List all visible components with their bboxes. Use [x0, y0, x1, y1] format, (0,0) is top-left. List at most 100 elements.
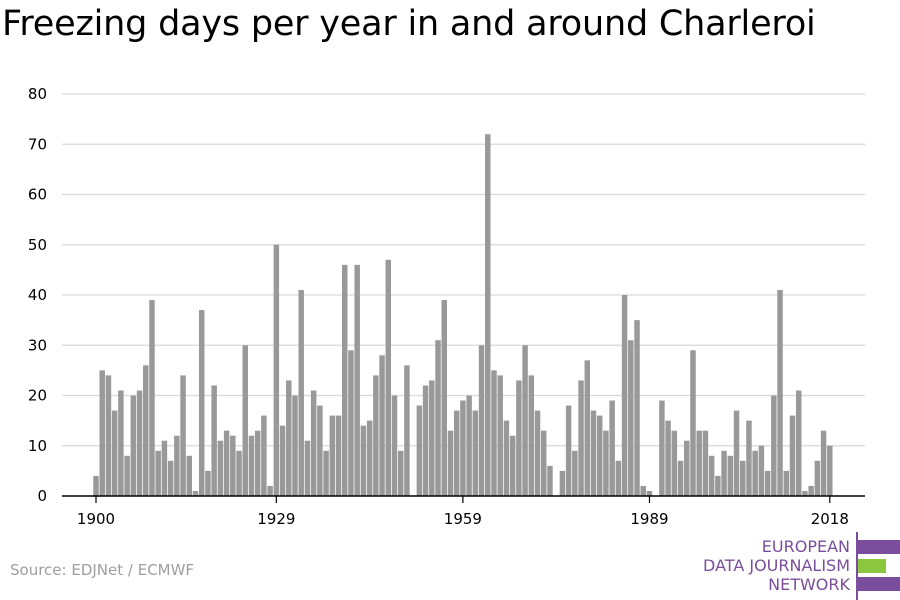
bar-1927 — [261, 415, 267, 496]
logo-divider — [856, 532, 858, 600]
bar-1957 — [447, 430, 454, 496]
bar-1956 — [441, 300, 447, 496]
bar-1958 — [453, 410, 460, 496]
bar-1943 — [360, 425, 367, 496]
y-tick-label: 80 — [28, 85, 47, 103]
bar-1925 — [248, 435, 255, 496]
bar-1940 — [342, 264, 348, 496]
bar-2002 — [727, 455, 734, 496]
bar-2003 — [733, 410, 740, 496]
bar-1977 — [572, 450, 578, 496]
gridlines — [62, 93, 865, 447]
bar-1963 — [485, 134, 491, 496]
x-tick-label: 1929 — [257, 510, 295, 528]
bar-1971 — [534, 410, 541, 496]
logo-line-1: EUROPEAN — [761, 537, 850, 556]
bar-1981 — [596, 415, 603, 496]
bar-1923 — [236, 450, 242, 496]
bar-1931 — [286, 380, 292, 496]
bar-1996 — [690, 350, 696, 496]
bar-2018 — [827, 445, 833, 496]
bar-1986 — [628, 340, 634, 496]
bar-1905 — [124, 455, 130, 496]
bar-1948 — [391, 395, 398, 496]
bar-1935 — [310, 390, 317, 496]
bar-1954 — [429, 380, 435, 496]
logo-line-3: NETWORK — [768, 575, 850, 594]
bar-1946 — [379, 355, 385, 496]
source-note: Source: EDJNet / ECMWF — [10, 561, 195, 579]
y-tick-label: 20 — [28, 387, 47, 405]
bar-2016 — [814, 460, 821, 496]
y-axis-tick-labels: 0 10 20 30 40 50 60 70 80 — [28, 85, 47, 505]
bar-1975 — [559, 470, 566, 496]
bar-1926 — [254, 430, 261, 496]
bar-1962 — [478, 345, 485, 496]
chart-title: Freezing days per year in and around Cha… — [2, 4, 816, 44]
bar-1987 — [634, 320, 640, 496]
bar-1938 — [329, 415, 336, 496]
y-tick-label: 50 — [28, 236, 47, 254]
bar-2017 — [820, 430, 827, 496]
logo-bar-purple-top — [858, 540, 900, 554]
bar-1972 — [541, 430, 547, 496]
bar-1942 — [354, 264, 360, 496]
bar-1930 — [279, 425, 286, 496]
bar-1910 — [155, 450, 161, 496]
bar-1924 — [242, 345, 248, 496]
bar-1933 — [298, 289, 304, 496]
bar-2009 — [771, 395, 777, 496]
bar-1994 — [677, 460, 684, 496]
bar-2001 — [721, 450, 727, 496]
edjnet-logo[interactable]: EUROPEAN DATA JOURNALISM NETWORK — [700, 530, 900, 600]
bar-1915 — [186, 455, 193, 496]
bar-1929 — [273, 244, 280, 496]
y-tick-label: 60 — [28, 186, 47, 204]
bar-1998 — [702, 430, 709, 496]
bar-1967 — [509, 435, 516, 496]
bar-1953 — [422, 385, 429, 496]
bar-2006 — [752, 450, 758, 496]
bar-2013 — [795, 390, 802, 496]
bar-1911 — [161, 440, 168, 496]
bar-1949 — [397, 450, 404, 496]
bar-1912 — [167, 460, 174, 496]
bar-1959 — [460, 400, 466, 496]
x-tick-label: 1900 — [77, 510, 115, 528]
logo-bar-purple-bottom — [858, 577, 900, 591]
bar-1934 — [304, 440, 311, 496]
bar-1945 — [373, 375, 379, 496]
y-tick-label: 40 — [28, 286, 47, 304]
x-tick-label: 1959 — [444, 510, 482, 528]
bar-2000 — [715, 475, 721, 496]
bar-1941 — [348, 350, 354, 496]
bar-1917 — [198, 310, 205, 496]
bar-2008 — [764, 470, 771, 496]
bar-1900 — [93, 475, 99, 496]
y-tick-label: 0 — [37, 487, 47, 505]
bar-1955 — [435, 340, 441, 496]
bar-1995 — [684, 440, 690, 496]
bar-1906 — [130, 395, 137, 496]
y-tick-label: 10 — [28, 437, 47, 455]
bar-2015 — [808, 485, 814, 496]
bar-1960 — [466, 395, 472, 496]
bar-1991 — [659, 400, 665, 496]
bar-1936 — [317, 405, 323, 496]
bar-1970 — [528, 375, 535, 496]
bar-1913 — [174, 435, 180, 496]
bar-1950 — [404, 365, 410, 496]
bar-1922 — [230, 435, 236, 496]
bars — [93, 134, 833, 496]
bar-1999 — [708, 455, 715, 496]
bar-1969 — [522, 345, 528, 496]
y-tick-label: 70 — [28, 135, 47, 153]
bar-1980 — [590, 410, 597, 496]
bar-1909 — [149, 300, 155, 496]
y-tick-label: 30 — [28, 336, 47, 354]
bar-1937 — [323, 450, 329, 496]
bar-2005 — [746, 420, 752, 496]
x-axis-ticks: 1900 1929 1959 1989 2018 — [77, 496, 849, 528]
bar-1901 — [99, 370, 105, 496]
bar-1947 — [385, 259, 392, 496]
